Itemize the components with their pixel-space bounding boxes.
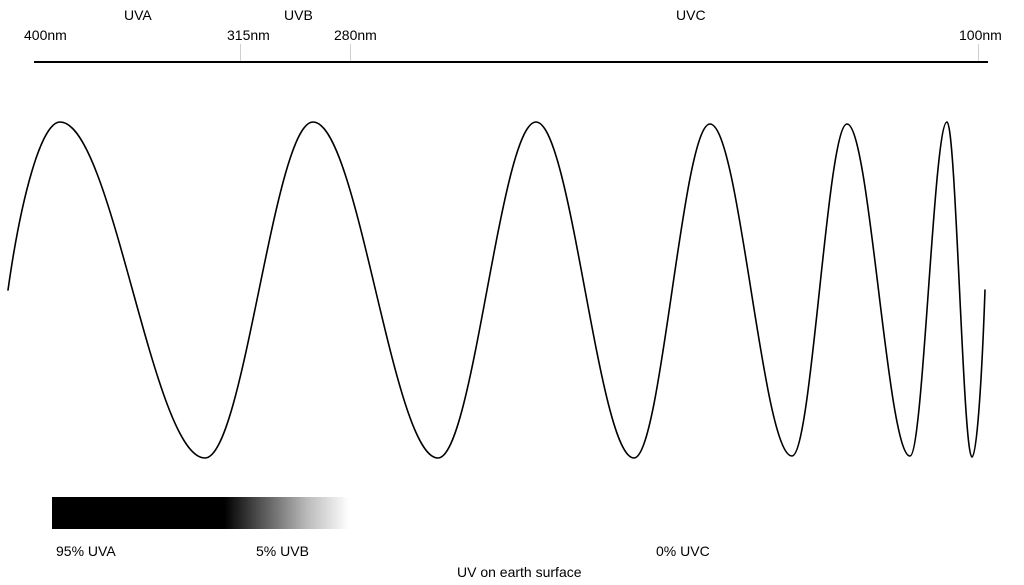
uvb-band-label: UVB: [284, 7, 313, 23]
surface-intensity-gradient-bar: [52, 497, 349, 529]
uvc-share-label: 0% UVC: [656, 543, 710, 559]
uv-wave-line: [7, 121, 986, 459]
wavelength-315nm-label: 315nm: [227, 27, 270, 43]
wavelength-400nm-label: 400nm: [24, 27, 67, 43]
surface-caption: UV on earth surface: [457, 564, 582, 580]
uvb-share-label: 5% UVB: [256, 543, 309, 559]
tick-100nm: [978, 44, 979, 61]
uvc-band-label: UVC: [676, 7, 706, 23]
uva-share-label: 95% UVA: [56, 543, 116, 559]
uva-band-label: UVA: [124, 7, 152, 23]
wavelength-scale-line: [34, 61, 988, 63]
wavelength-280nm-label: 280nm: [334, 27, 377, 43]
tick-280nm: [350, 44, 351, 61]
tick-315nm: [240, 44, 241, 61]
wavelength-100nm-label: 100nm: [959, 27, 1002, 43]
